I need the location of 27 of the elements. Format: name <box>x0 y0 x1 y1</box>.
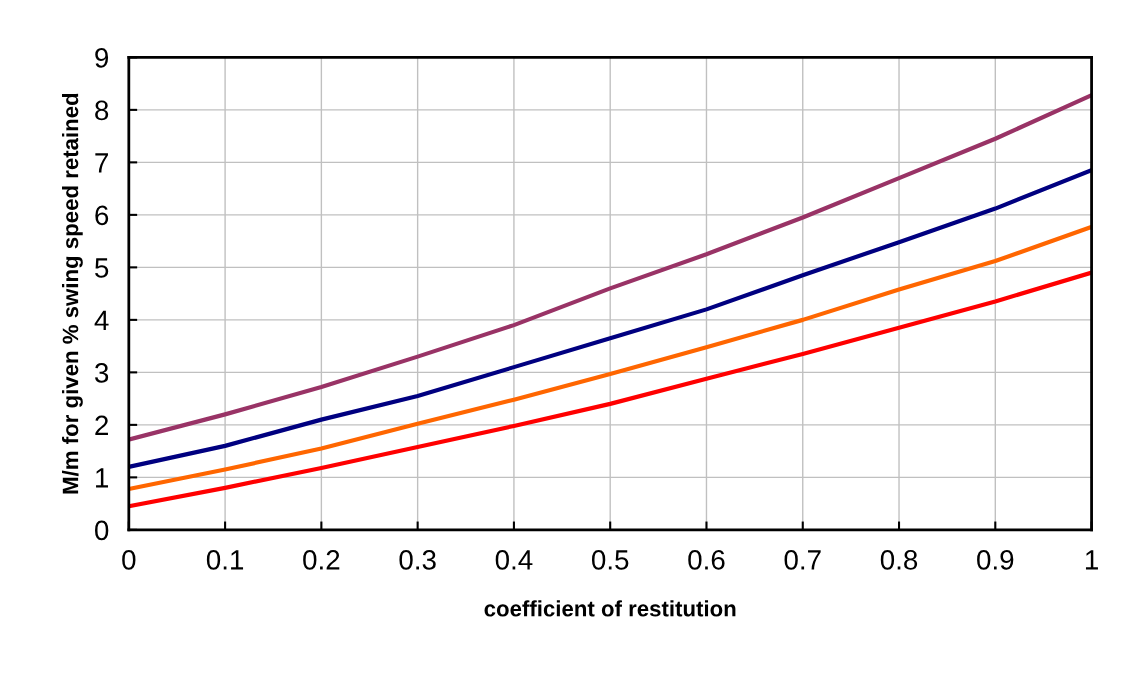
x-tick-label: 0.5 <box>591 550 629 570</box>
x-tick-label: 0.7 <box>784 550 821 570</box>
y-tick-label: 2 <box>95 415 108 435</box>
x-tick-label: 0.8 <box>880 550 918 570</box>
x-tick-label: 1 <box>1085 550 1098 570</box>
line-series <box>128 224 1092 492</box>
x-tick-label: 0 <box>122 550 136 570</box>
x-tick-label: 0.1 <box>206 550 244 570</box>
x-tick-label: 0.6 <box>688 550 725 570</box>
line-series <box>128 93 1092 442</box>
x-tick-label: 0.2 <box>303 550 340 570</box>
y-axis-title: M/m for given % swing speed retained <box>62 93 83 494</box>
line-series <box>128 270 1092 509</box>
y-tick-label: 3 <box>94 363 109 383</box>
x-axis-title: coefficient of restitution <box>484 600 736 617</box>
x-tick-label: 0.4 <box>495 550 533 570</box>
y-tick-label: 8 <box>95 100 109 121</box>
y-tick-label: 4 <box>94 310 109 330</box>
y-tick-label: 6 <box>95 205 109 226</box>
line-series <box>128 168 1092 469</box>
x-tick-label: 0.9 <box>977 550 1014 570</box>
x-tick-label: 0.3 <box>399 550 436 570</box>
y-tick-label: 7 <box>95 153 108 173</box>
y-tick-label: 9 <box>95 48 109 68</box>
y-tick-label: 5 <box>95 258 109 278</box>
y-tick-label: 0 <box>95 520 109 541</box>
y-tick-label: 1 <box>96 468 109 488</box>
